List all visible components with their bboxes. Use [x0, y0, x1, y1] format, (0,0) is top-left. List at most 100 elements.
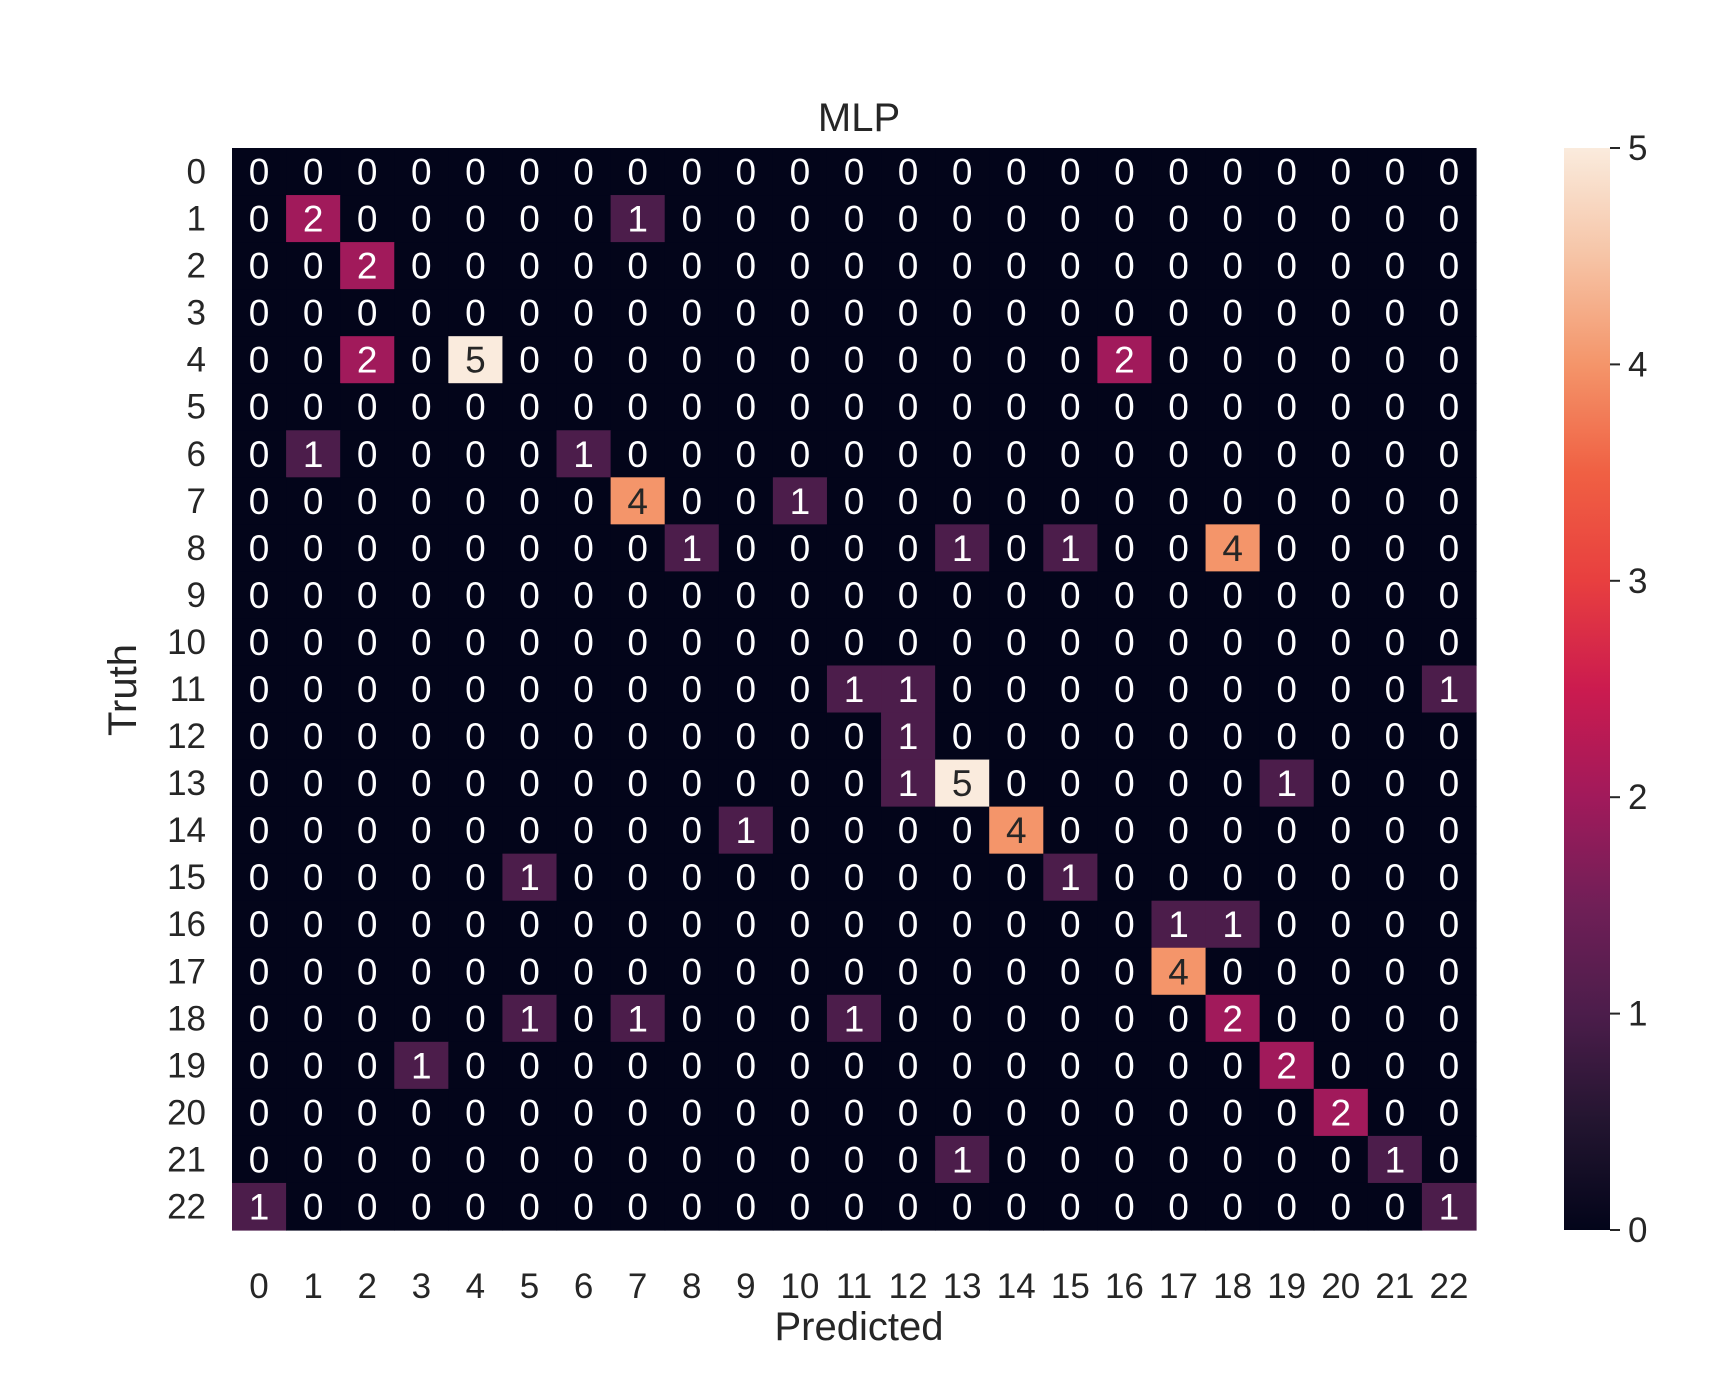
cell-value-label: 0 — [411, 669, 432, 710]
y-axis-label: Truth — [101, 644, 145, 736]
cell-value-label: 0 — [898, 1139, 919, 1180]
heatmap-cell — [502, 900, 558, 949]
heatmap-cell — [1097, 618, 1153, 667]
heatmap-cell — [664, 524, 720, 572]
cell-value-label: 0 — [411, 857, 432, 898]
heatmap-cell — [718, 524, 774, 572]
cell-value-label: 0 — [1114, 434, 1135, 475]
heatmap-cell — [232, 383, 287, 431]
cell-value-label: 0 — [1330, 293, 1351, 334]
heatmap-cell — [286, 195, 341, 243]
heatmap-cell — [1043, 195, 1098, 243]
cell-value-label: 0 — [249, 763, 270, 804]
cell-value-label: 0 — [1276, 998, 1297, 1039]
cell-value-label: 0 — [411, 575, 432, 616]
heatmap-cell — [556, 665, 612, 714]
cell-value-label: 0 — [357, 763, 378, 804]
cell-value-label: 0 — [357, 387, 378, 428]
cell-value-label: 0 — [1114, 810, 1135, 851]
heatmap-cell — [340, 148, 395, 196]
cell-value-label: 0 — [1222, 481, 1243, 522]
y-tick-label: 10 — [167, 623, 206, 662]
x-tick-label: 1 — [303, 1267, 322, 1306]
heatmap-cell — [1151, 853, 1207, 902]
heatmap-cell — [502, 383, 558, 431]
cell-value-label: 0 — [790, 716, 811, 757]
cell-value-label: 1 — [844, 998, 865, 1039]
heatmap-cell — [232, 1182, 287, 1231]
cell-value-label: 0 — [627, 340, 648, 381]
x-tick-label: 20 — [1321, 1267, 1360, 1306]
cell-value-label: 0 — [411, 1139, 432, 1180]
y-tick-label: 15 — [167, 858, 206, 897]
heatmap-cell — [1151, 148, 1207, 196]
heatmap-cell — [1097, 806, 1153, 855]
heatmap-cell — [1097, 947, 1153, 996]
heatmap-cell — [881, 242, 936, 290]
heatmap-cell — [232, 759, 287, 808]
cell-value-label: 0 — [1330, 998, 1351, 1039]
cell-value-label: 0 — [898, 246, 919, 287]
heatmap-cell — [881, 383, 936, 431]
cell-value-label: 0 — [1385, 293, 1406, 334]
heatmap-cell — [772, 289, 828, 337]
heatmap-cell — [1205, 994, 1261, 1043]
heatmap-cell — [394, 524, 449, 572]
heatmap-cell — [340, 195, 395, 243]
heatmap-cell — [1367, 853, 1423, 902]
heatmap-cell — [1259, 148, 1315, 196]
heatmap-cell — [556, 430, 612, 478]
cell-value-label: 0 — [249, 575, 270, 616]
cell-value-label: 0 — [790, 904, 811, 945]
heatmap-cell — [1367, 148, 1423, 196]
heatmap-cell — [1205, 383, 1261, 431]
heatmap-cell — [556, 477, 612, 525]
x-tick-label: 8 — [682, 1267, 701, 1306]
heatmap-cell — [1259, 242, 1315, 290]
cell-value-label: 0 — [1006, 622, 1027, 663]
heatmap-cell — [1259, 571, 1315, 620]
heatmap-cell — [718, 806, 774, 855]
cell-value-label: 0 — [1439, 293, 1460, 334]
cell-value-label: 0 — [1168, 575, 1189, 616]
cell-value-label: 0 — [844, 622, 865, 663]
cell-value-label: 0 — [411, 481, 432, 522]
heatmap-cell — [232, 1135, 287, 1184]
cell-value-label: 0 — [1385, 1092, 1406, 1133]
heatmap-cell — [718, 665, 774, 714]
cell-value-label: 0 — [1330, 716, 1351, 757]
heatmap-cell — [989, 1088, 1044, 1137]
heatmap-cell — [232, 900, 287, 949]
heatmap-cell — [502, 477, 558, 525]
heatmap-cell — [286, 1135, 341, 1184]
cell-value-label: 0 — [303, 246, 324, 287]
cell-value-label: 0 — [736, 387, 757, 428]
heatmap-cell — [232, 289, 287, 337]
cell-value-label: 0 — [790, 1045, 811, 1086]
colorbar-tick-label: 3 — [1628, 562, 1647, 601]
cell-value-label: 0 — [357, 199, 378, 240]
cell-value-label: 0 — [573, 810, 594, 851]
heatmap-cell — [1259, 524, 1315, 572]
heatmap-cell — [1205, 477, 1261, 525]
heatmap-cell — [1097, 148, 1153, 196]
cell-value-label: 0 — [411, 998, 432, 1039]
heatmap-cell — [1151, 383, 1207, 431]
cell-value-label: 0 — [519, 1186, 540, 1227]
heatmap-cell — [718, 242, 774, 290]
cell-value-label: 0 — [790, 951, 811, 992]
cell-value-label: 0 — [1060, 246, 1081, 287]
heatmap-cell — [989, 148, 1044, 196]
cell-value-label: 0 — [519, 669, 540, 710]
heatmap-cell — [935, 289, 990, 337]
cell-value-label: 0 — [844, 904, 865, 945]
cell-value-label: 0 — [519, 481, 540, 522]
heatmap-cell — [394, 994, 449, 1043]
cell-value-label: 0 — [1168, 340, 1189, 381]
heatmap-cell — [1421, 1182, 1477, 1231]
heatmap-cell — [1313, 242, 1369, 290]
cell-value-label: 0 — [844, 340, 865, 381]
heatmap-cell — [989, 806, 1044, 855]
cell-value-label: 0 — [1385, 575, 1406, 616]
cell-value-label: 0 — [249, 528, 270, 569]
